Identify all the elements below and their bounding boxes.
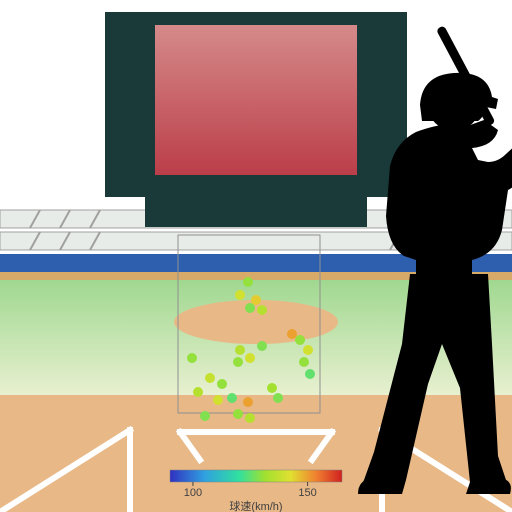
pitch-chart: 100 150 球速(km/h) (0, 0, 512, 512)
pitch-point (299, 357, 309, 367)
legend-tick: 150 (298, 487, 316, 499)
pitch-point (187, 353, 197, 363)
pitch-point (213, 395, 223, 405)
pitch-point (243, 277, 253, 287)
pitch-point (245, 413, 255, 423)
pitch-point (273, 393, 283, 403)
pitch-point (295, 335, 305, 345)
pitch-point (305, 369, 315, 379)
legend-axis-label: 球速(km/h) (229, 499, 282, 512)
pitchers-mound (174, 300, 338, 344)
pitch-point (235, 290, 245, 300)
pitch-point (245, 303, 255, 313)
pitch-point (235, 345, 245, 355)
pitch-point (233, 357, 243, 367)
pitch-point (287, 329, 297, 339)
pitch-point (217, 379, 227, 389)
scoreboard-support (145, 197, 367, 227)
pitch-point (251, 295, 261, 305)
pitch-point (267, 383, 277, 393)
pitch-point (205, 373, 215, 383)
pitch-point (243, 397, 253, 407)
pitch-point (303, 345, 313, 355)
pitch-point (245, 353, 255, 363)
pitch-point (257, 305, 267, 315)
pitch-point (200, 411, 210, 421)
pitch-point (257, 341, 267, 351)
pitch-point (193, 387, 203, 397)
pitch-point (233, 409, 243, 419)
legend-tick: 100 (184, 487, 202, 499)
scoreboard-screen (155, 25, 357, 175)
pitch-point (227, 393, 237, 403)
